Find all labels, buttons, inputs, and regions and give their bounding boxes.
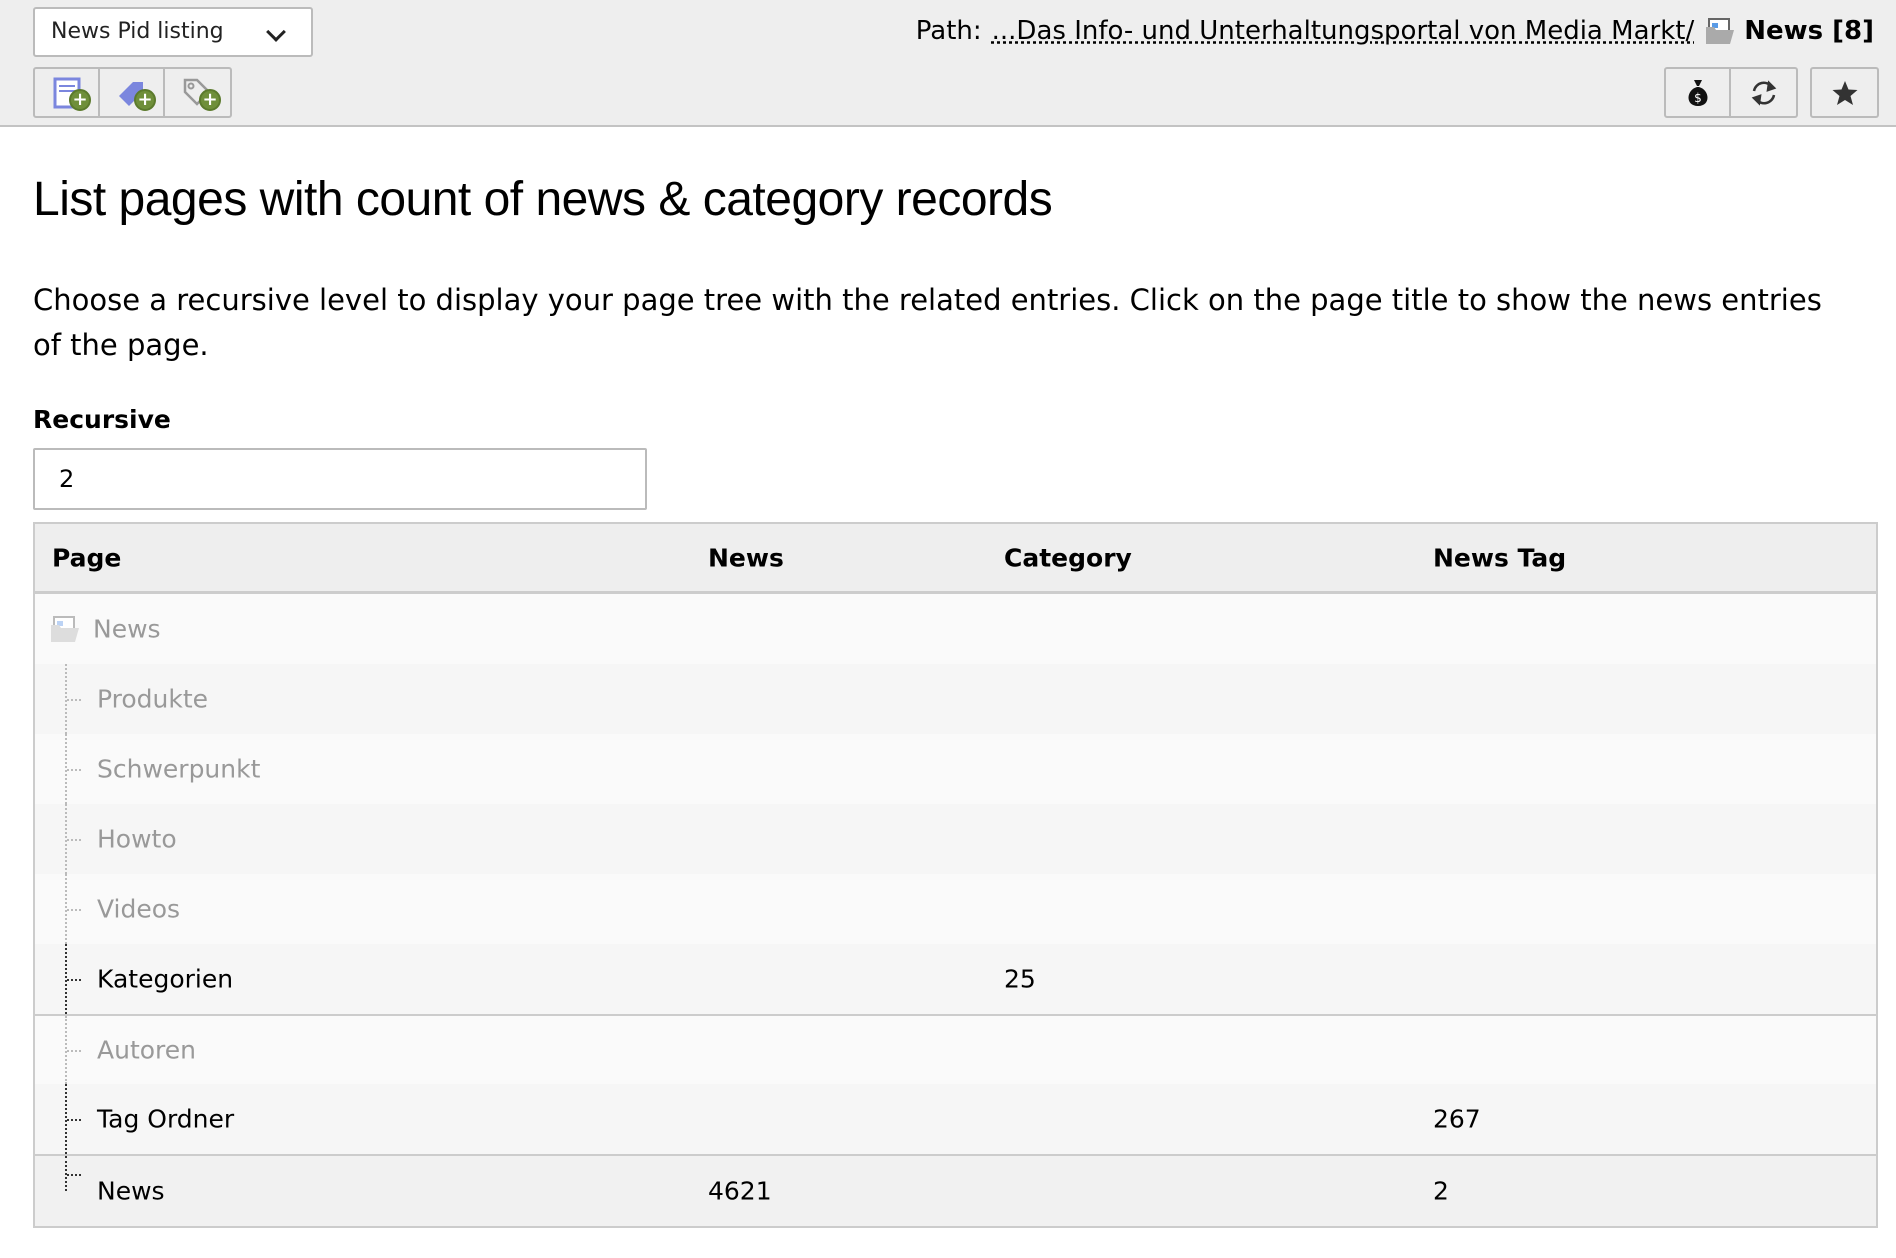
header-news: News: [708, 543, 784, 572]
folder-news-icon: [51, 616, 79, 642]
new-record-buttons: + + +: [33, 67, 232, 118]
docheader: News Pid listing + + + Path: ...Das Info…: [0, 0, 1896, 127]
recursive-label: Recursive: [33, 405, 171, 434]
header-page: Page: [52, 543, 122, 572]
new-tag-button[interactable]: +: [165, 69, 230, 116]
money-bag-icon: $: [1688, 79, 1707, 106]
path-current: News [8]: [1744, 16, 1874, 46]
table-header: Page News Category News Tag: [35, 524, 1876, 594]
tree-line: [65, 1156, 81, 1191]
breadcrumb: Path: ...Das Info- und Unterhaltungsport…: [916, 16, 1874, 46]
tag-count: 267: [1433, 1104, 1481, 1134]
page-title-link[interactable]: Tag Ordner: [97, 1104, 235, 1134]
table-row: Kategorien 25: [35, 944, 1876, 1014]
reload-button[interactable]: [1731, 69, 1796, 116]
new-news-button[interactable]: +: [35, 69, 100, 116]
refresh-icon: [1751, 79, 1776, 106]
bookmark-button[interactable]: [1812, 69, 1877, 116]
path-link[interactable]: ...Das Info- und Unterhaltungsportal von…: [991, 16, 1695, 46]
tree-line: [65, 944, 81, 1014]
path-label: Path:: [915, 16, 982, 46]
page-title-link[interactable]: News: [93, 614, 161, 644]
action-buttons: $: [1664, 67, 1798, 118]
page-title-link[interactable]: Schwerpunkt: [97, 754, 261, 784]
table-row: Videos: [35, 874, 1876, 944]
recursive-input[interactable]: [33, 448, 647, 510]
tree-line: [65, 1016, 81, 1084]
header-news-tag: News Tag: [1433, 543, 1567, 572]
plus-icon: +: [199, 89, 221, 111]
chevron-down-icon: [266, 22, 286, 42]
page-title: List pages with count of news & category…: [33, 173, 1053, 226]
table-row: News 4621 2: [35, 1154, 1876, 1226]
page-description: Choose a recursive level to display your…: [33, 283, 1822, 362]
tree-line: [65, 1084, 81, 1154]
clear-cache-button[interactable]: $: [1666, 69, 1731, 116]
folder-news-icon: [1706, 18, 1735, 44]
tree-line: [65, 734, 81, 804]
star-icon: [1832, 80, 1857, 105]
table-row: Schwerpunkt: [35, 734, 1876, 804]
category-count: 25: [1004, 964, 1036, 994]
module-select[interactable]: News Pid listing: [33, 7, 313, 57]
news-count: 4621: [708, 1176, 772, 1206]
table-row: Autoren: [35, 1014, 1876, 1084]
tree-line: [65, 874, 81, 944]
page-title-link[interactable]: Produkte: [97, 684, 209, 714]
header-category: Category: [1004, 543, 1132, 572]
table-row: Tag Ordner 267: [35, 1084, 1876, 1154]
page-title-link[interactable]: Kategorien: [97, 964, 234, 994]
bookmark-group: [1810, 67, 1879, 118]
page-count-table: Page News Category News Tag News Produkte…: [33, 522, 1878, 1228]
new-category-icon: [118, 81, 143, 106]
table-row: News: [35, 594, 1876, 664]
plus-icon: +: [134, 89, 156, 111]
new-category-button[interactable]: +: [100, 69, 165, 116]
page-title-link[interactable]: Howto: [97, 824, 177, 854]
tree-line: [65, 804, 81, 874]
tree-line: [65, 664, 81, 734]
plus-icon: +: [69, 89, 91, 111]
page-title-link[interactable]: Videos: [97, 894, 181, 924]
table-row: Howto: [35, 804, 1876, 874]
page-title-link[interactable]: Autoren: [97, 1035, 196, 1065]
module-select-value: News Pid listing: [51, 19, 224, 44]
svg-text:$: $: [1694, 91, 1702, 105]
tag-count: 2: [1433, 1176, 1449, 1206]
page-title-link[interactable]: News: [97, 1176, 165, 1206]
table-row: Produkte: [35, 664, 1876, 734]
